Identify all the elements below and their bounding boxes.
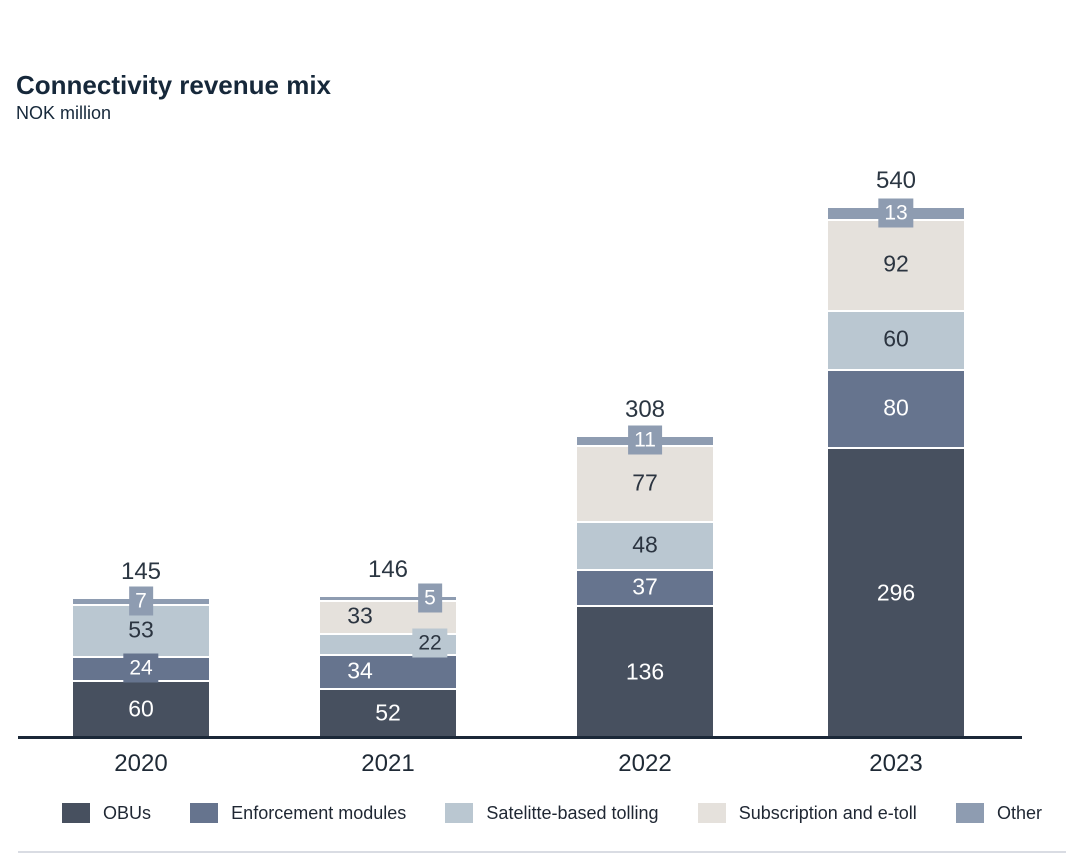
legend-label-enforcement-modules: Enforcement modules [231,802,407,823]
legend-swatch-enforcement-modules [190,803,219,823]
segment-label-other-2023: 13 [878,198,914,228]
segment-obus-2020 [73,681,209,739]
chart-subtitle: NOK million [16,103,112,123]
bottom-divider [18,851,1066,853]
segment-label-subscription-and-e-toll-2023: 92 [883,250,909,277]
legend-swatch-other [955,803,984,823]
bar-2023: 296 80 60 92 13 540 [828,0,964,739]
segment-subscription-and-e-toll-2023 [828,220,964,310]
plot-area: 60 24 53 7 145 52 34 22 33 5 146 136 37 48 77 11 308 296 8… [73,0,964,739]
x-axis-line [18,736,1022,739]
legend-label-obus: OBUs [103,802,152,823]
segment-label-enforcement-modules-2021: 34 [347,657,373,684]
legend-label-subscription-and-e-toll: Subscription and e-toll [738,802,917,823]
legend-label-other: Other [996,802,1042,823]
legend-item-obus: OBUs [62,803,151,824]
legend-item-other: Other [955,802,1042,824]
chart-title: Connectivity revenue mix [16,70,331,100]
segment-label-other-2022: 11 [628,425,662,455]
legend-item-subscription-and-e-toll: Subscription and e-toll [697,802,917,824]
legend-label-satelitte-based-tolling: Satelitte-based tolling [486,802,659,823]
segment-satelitte-based-tolling-2022 [577,523,713,569]
segment-label-enforcement-modules-2022: 37 [632,573,658,600]
segment-enforcement-modules-2021 [320,656,456,688]
segment-label-enforcement-modules-2020: 24 [123,653,159,683]
segment-label-obus-2020: 60 [128,695,154,722]
total-label-2023: 540 [875,167,917,195]
segment-label-satelitte-based-tolling-2021: 22 [412,628,448,658]
legend-swatch-obus [62,803,90,823]
segment-enforcement-modules-2022 [577,570,713,606]
segment-label-obus-2021: 52 [375,699,401,726]
segment-label-enforcement-modules-2023: 80 [883,394,909,421]
segment-label-other-2020: 7 [129,586,153,616]
legend-swatch-subscription-and-e-toll [697,803,726,823]
segment-label-subscription-and-e-toll-2022: 77 [632,469,658,496]
segment-enforcement-modules-2023 [828,370,964,448]
legend: OBUs Enforcement modules Satelitte-based t… [62,802,1042,824]
total-label-2020: 145 [120,558,162,586]
bar-2020: 60 24 53 7 145 [73,0,209,739]
segment-obus-2021 [320,689,456,739]
segment-label-subscription-and-e-toll-2021: 33 [347,602,373,629]
x-axis-label-2020: 2020 [114,750,168,777]
segment-satelitte-based-tolling-2023 [828,311,964,369]
segment-other-2021 [320,597,456,601]
segment-subscription-and-e-toll-2022 [577,447,713,522]
x-axis-label-2022: 2022 [618,750,672,777]
x-axis-label-2021: 2021 [361,750,415,777]
bar-2021: 52 34 22 33 5 146 [320,0,456,739]
segment-label-satelitte-based-tolling-2022: 48 [632,531,658,558]
bar-2022: 136 37 48 77 11 308 [577,0,713,739]
legend-item-satelitte-based-tolling: Satelitte-based tolling [445,802,659,824]
segment-label-satelitte-based-tolling-2020: 53 [128,616,154,643]
legend-swatch-satelitte-based-tolling [445,803,474,823]
segment-label-obus-2022: 136 [625,658,665,685]
segment-label-obus-2023: 296 [876,579,916,606]
legend-item-enforcement-modules: Enforcement modules [190,803,406,824]
segment-obus-2022 [577,607,713,739]
segment-label-other-2021: 5 [418,583,442,613]
segment-label-satelitte-based-tolling-2023: 60 [883,325,909,352]
total-label-2022: 308 [624,395,666,423]
segment-obus-2023 [828,449,964,739]
x-axis-label-2023: 2023 [869,750,923,777]
total-label-2021: 146 [367,556,409,584]
